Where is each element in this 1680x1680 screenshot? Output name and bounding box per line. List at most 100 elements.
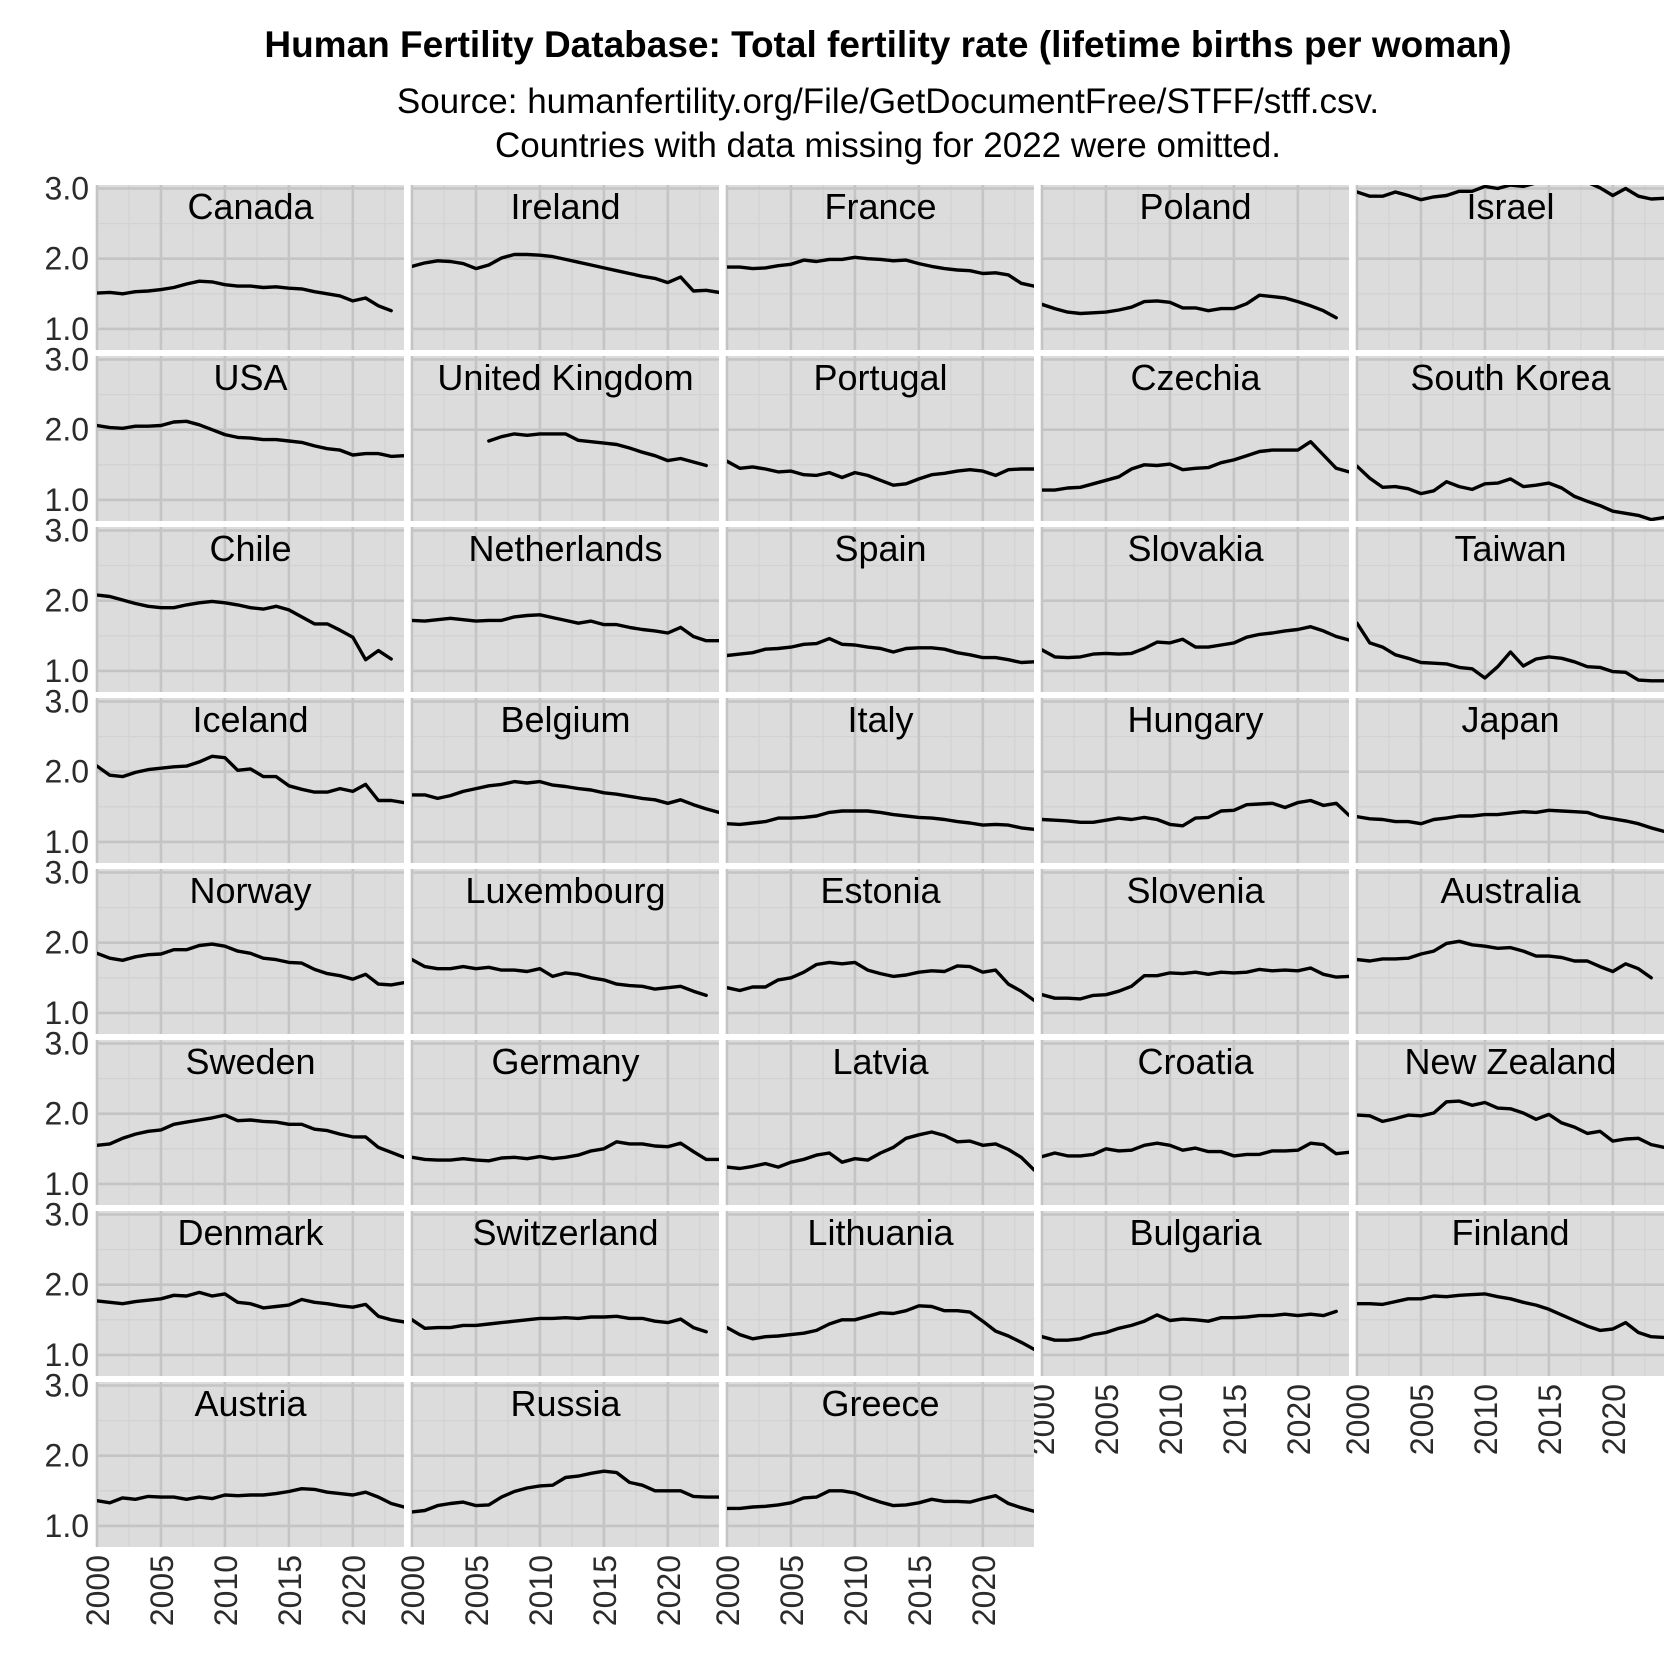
panel-norway: Norway 1.0 2.0 3.0 <box>45 855 404 1034</box>
x-tick-label: 2000 <box>395 1555 431 1626</box>
series-line-canada <box>97 279 393 313</box>
y-tick-label: 2.0 <box>45 241 89 277</box>
series-line-belgium <box>412 779 719 815</box>
panel-south-korea: South Korea <box>1355 356 1664 521</box>
panel-label: Hungary <box>1127 699 1263 740</box>
y-tick-label: 1.0 <box>45 995 89 1031</box>
y-tick-label: 1.0 <box>45 1337 89 1373</box>
panel-taiwan: Taiwan <box>1355 527 1664 692</box>
panel-italy: Italy <box>725 698 1034 863</box>
panel-label: Austria <box>194 1383 307 1424</box>
panel-denmark: Denmark 1.0 2.0 3.0 <box>45 1197 404 1376</box>
panel-canada: Canada 1.0 2.0 3.0 <box>45 171 404 350</box>
x-tick-label: 2000 <box>80 1555 116 1626</box>
y-tick-label: 1.0 <box>45 824 89 860</box>
y-tick-label: 3.0 <box>45 1026 89 1062</box>
x-tick-label: 2015 <box>587 1555 623 1626</box>
y-tick-label: 2.0 <box>45 412 89 448</box>
panel-portugal: Portugal <box>725 356 1034 521</box>
y-tick-label: 2.0 <box>45 1267 89 1303</box>
panel-lithuania: Lithuania <box>725 1211 1034 1376</box>
series-line-new-zealand <box>1357 1099 1664 1150</box>
chart-subtitle-line-1: Source: humanfertility.org/File/GetDocum… <box>397 82 1379 121</box>
x-tick-label: 2010 <box>1153 1384 1189 1455</box>
panel-finland: Finland 2000 2005 2010 2015 2020 <box>1340 1211 1664 1455</box>
panel-label: Russia <box>510 1383 621 1424</box>
x-tick-label: 2005 <box>1404 1384 1440 1455</box>
panel-hungary: Hungary <box>1040 698 1349 863</box>
x-tick-label: 2005 <box>144 1555 180 1626</box>
series-line-norway <box>97 942 404 987</box>
panel-label: Slovenia <box>1126 870 1265 911</box>
panel-poland: Poland <box>1040 185 1349 350</box>
panel-label: South Korea <box>1410 357 1611 398</box>
panel-label: Bulgaria <box>1129 1212 1262 1253</box>
series-line-italy <box>727 809 1034 831</box>
panel-label: Belgium <box>500 699 630 740</box>
series-line-latvia <box>727 1130 1034 1172</box>
series-line-japan <box>1357 808 1664 834</box>
y-tick-label: 2.0 <box>45 754 89 790</box>
chart-subtitle-line-2: Countries with data missing for 2022 wer… <box>495 126 1281 165</box>
series-line-switzerland <box>412 1314 708 1334</box>
panel-label: Finland <box>1451 1212 1569 1253</box>
panel-label: Sweden <box>185 1041 315 1082</box>
panel-switzerland: Switzerland <box>410 1211 719 1376</box>
series-line-chile <box>97 593 393 662</box>
series-line-croatia <box>1042 1141 1349 1159</box>
series-line-poland <box>1042 293 1338 320</box>
panel-label: Portugal <box>813 357 947 398</box>
panel-japan: Japan <box>1355 698 1664 863</box>
panel-label: Latvia <box>832 1041 929 1082</box>
x-tick-label: 2020 <box>966 1555 1002 1626</box>
panel-label: France <box>824 186 936 227</box>
series-line-spain <box>727 636 1034 665</box>
series-line-australia <box>1357 939 1653 980</box>
series-line-greece <box>727 1489 1034 1513</box>
series-line-lithuania <box>727 1304 1034 1352</box>
series-line-bulgaria <box>1042 1309 1338 1342</box>
series-line-united-kingdom <box>487 432 708 468</box>
chart-title: Human Fertility Database: Total fertilit… <box>264 24 1511 65</box>
panel-sweden: Sweden 1.0 2.0 3.0 <box>45 1026 404 1205</box>
series-line-finland <box>1357 1292 1664 1340</box>
x-tick-label: 2000 <box>710 1555 746 1626</box>
panel-spain: Spain <box>725 527 1034 692</box>
series-line-sweden <box>97 1113 404 1160</box>
x-tick-label: 2015 <box>902 1555 938 1626</box>
panel-label: Netherlands <box>468 528 662 569</box>
series-line-austria <box>97 1486 404 1509</box>
panel-label: Spain <box>834 528 926 569</box>
x-tick-label: 2015 <box>1217 1384 1253 1455</box>
panel-greece: Greece 2000 2005 2010 2015 2020 <box>710 1382 1034 1626</box>
y-tick-label: 3.0 <box>45 342 89 378</box>
series-line-taiwan <box>1357 621 1664 683</box>
panel-label: Greece <box>821 1383 939 1424</box>
series-line-slovenia <box>1042 966 1349 1001</box>
panel-latvia: Latvia <box>725 1040 1034 1205</box>
panel-austria: Austria 1.0 2.0 3.0 2000 2005 2010 2015 2020 <box>45 1368 404 1626</box>
x-tick-label: 2005 <box>774 1555 810 1626</box>
panel-iceland: Iceland 1.0 2.0 3.0 <box>45 684 404 863</box>
panel-chile: Chile 1.0 2.0 3.0 <box>45 513 404 692</box>
facet-panels: Canada 1.0 2.0 3.0 Ireland France Poland Israel… <box>45 171 1664 1626</box>
panel-germany: Germany <box>410 1040 719 1205</box>
x-tick-label: 2020 <box>1596 1384 1632 1455</box>
panel-israel: Israel <box>1355 185 1664 350</box>
panel-label: Italy <box>847 699 913 740</box>
panel-label: Ireland <box>510 186 620 227</box>
panel-france: France <box>725 185 1034 350</box>
panel-ireland: Ireland <box>410 185 719 350</box>
panel-croatia: Croatia <box>1040 1040 1349 1205</box>
panel-new-zealand: New Zealand <box>1355 1040 1664 1205</box>
y-tick-label: 3.0 <box>45 1197 89 1233</box>
series-line-slovakia <box>1042 625 1349 660</box>
panel-label: Israel <box>1466 186 1554 227</box>
y-tick-label: 2.0 <box>45 925 89 961</box>
series-line-estonia <box>727 960 1034 1002</box>
series-line-israel <box>1357 185 1664 202</box>
x-tick-label: 2010 <box>208 1555 244 1626</box>
x-tick-label: 2010 <box>1468 1384 1504 1455</box>
series-line-south-korea <box>1357 464 1664 521</box>
